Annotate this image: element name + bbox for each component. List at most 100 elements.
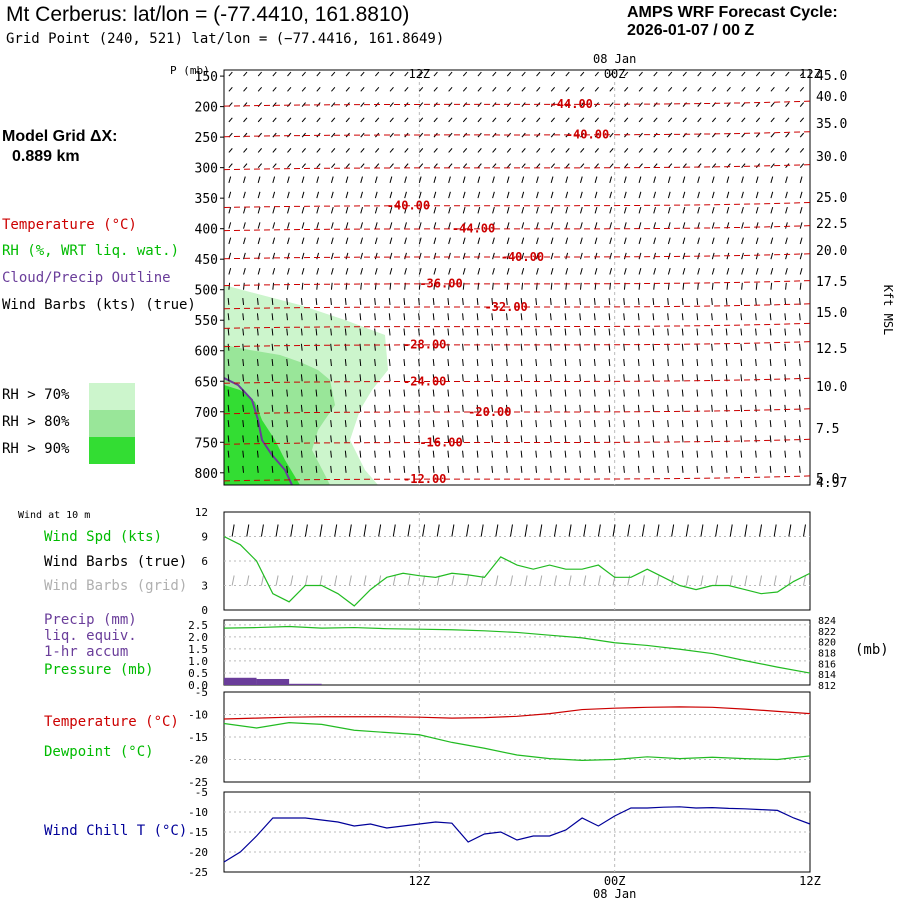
wind-barb (799, 282, 802, 290)
wind10-barb-grid (334, 575, 338, 586)
wind-barb (315, 328, 318, 336)
wind-barb (316, 163, 321, 168)
wind-barb (638, 237, 642, 245)
wind-barb (243, 191, 246, 199)
wind-barb (565, 71, 570, 77)
wind-barb (462, 222, 466, 229)
wind-barb (418, 176, 422, 184)
wind-barb (623, 343, 625, 351)
wind-barb (521, 132, 526, 138)
wind-barb (330, 435, 332, 443)
wind-barb (491, 389, 494, 397)
wind10-barb-true (568, 524, 572, 537)
wind-barb (535, 404, 538, 412)
wind-barb (653, 71, 658, 77)
wind-barb (433, 163, 438, 168)
wind-barb (404, 222, 407, 229)
wind-barb (227, 389, 230, 397)
wind-barb (549, 328, 552, 336)
rh-70-label: RH > 70% (2, 387, 70, 403)
wind-barb (580, 71, 585, 77)
wind-barb (594, 163, 599, 168)
wind-barb (271, 465, 274, 473)
wind-barb (506, 206, 510, 214)
pressure-tick-1: 200 (195, 101, 218, 116)
wind-barb (784, 435, 787, 443)
wind-barb (491, 343, 494, 351)
wind-barb (300, 420, 303, 428)
wind-barb (462, 343, 464, 351)
wind-barb (418, 298, 420, 306)
wind-barb (681, 298, 684, 306)
wind-barb (330, 328, 332, 336)
wind-barb (550, 191, 554, 199)
wind-barb (769, 343, 772, 351)
wind-barb (550, 206, 554, 214)
kft-tick-4: 25.0 (816, 191, 847, 206)
wind-barb (623, 374, 625, 382)
wind-barb (242, 313, 245, 321)
wind-barb (404, 176, 407, 184)
wind-barb (549, 389, 552, 397)
wind-barb (243, 87, 248, 92)
wind-barb (638, 132, 643, 138)
wind-barb (301, 222, 305, 229)
wind-barb (623, 435, 625, 443)
wind-barb (740, 328, 743, 336)
wind-barb (579, 450, 581, 458)
wind-barb (388, 465, 391, 473)
kft-tick-6: 20.0 (816, 244, 847, 259)
wind-barb (799, 191, 803, 199)
temperature-contour-3 (223, 201, 811, 208)
wind-barb (403, 389, 406, 397)
wind-barb (564, 313, 567, 321)
wind-barb (623, 206, 627, 214)
pressure-tick-8: 550 (195, 314, 218, 329)
wind-barb (521, 176, 525, 184)
wind-barb (755, 420, 757, 428)
wind-barb (389, 163, 394, 168)
panel-2-ytick-5: 2.5 (188, 619, 208, 632)
wind-barb (799, 465, 801, 473)
wind-barb (565, 252, 569, 260)
wind-barb (594, 267, 598, 275)
wind-barb (432, 313, 435, 321)
wind-barb (345, 237, 349, 245)
wind-barb (418, 191, 422, 199)
wind-barb (242, 450, 245, 458)
wind10-barb-grid (583, 575, 587, 586)
wind10-barb-grid (363, 575, 367, 586)
wind-barb (256, 328, 259, 336)
temperature-contour-label-4: -40.00 (501, 250, 544, 264)
wind-barb (344, 359, 347, 367)
wind-barb (770, 117, 775, 123)
wind-barb (491, 420, 494, 428)
wind-barb (637, 374, 640, 382)
wind-barb (668, 71, 673, 77)
wind-barb (580, 237, 583, 245)
wind-barb (638, 252, 642, 260)
wind-barb (711, 435, 713, 443)
wind-barb (447, 328, 450, 336)
wind-barb (637, 298, 640, 306)
wind-barb (242, 404, 245, 412)
wind-barb (374, 435, 376, 443)
wind-barb (403, 420, 406, 428)
wind-barb (301, 237, 305, 245)
wind10-barb-grid (231, 575, 235, 586)
wind-barb (711, 191, 715, 199)
wind-barb (477, 87, 482, 92)
wind-barb (476, 465, 479, 473)
wind-barb (623, 252, 627, 260)
panel-4-ytick-2: -15 (188, 826, 208, 839)
wind-barb (740, 374, 743, 382)
wind-barb (388, 328, 391, 336)
temperature-contour-label-2: -40.00 (387, 198, 430, 212)
wind-barb (403, 343, 406, 351)
wind-barb (638, 163, 643, 168)
wind-barb (477, 222, 481, 229)
wind-barb (711, 328, 713, 336)
temperature-contour-0 (223, 100, 811, 107)
wind-barb (242, 420, 245, 428)
panel-1-ytick-0: 0 (201, 604, 208, 617)
